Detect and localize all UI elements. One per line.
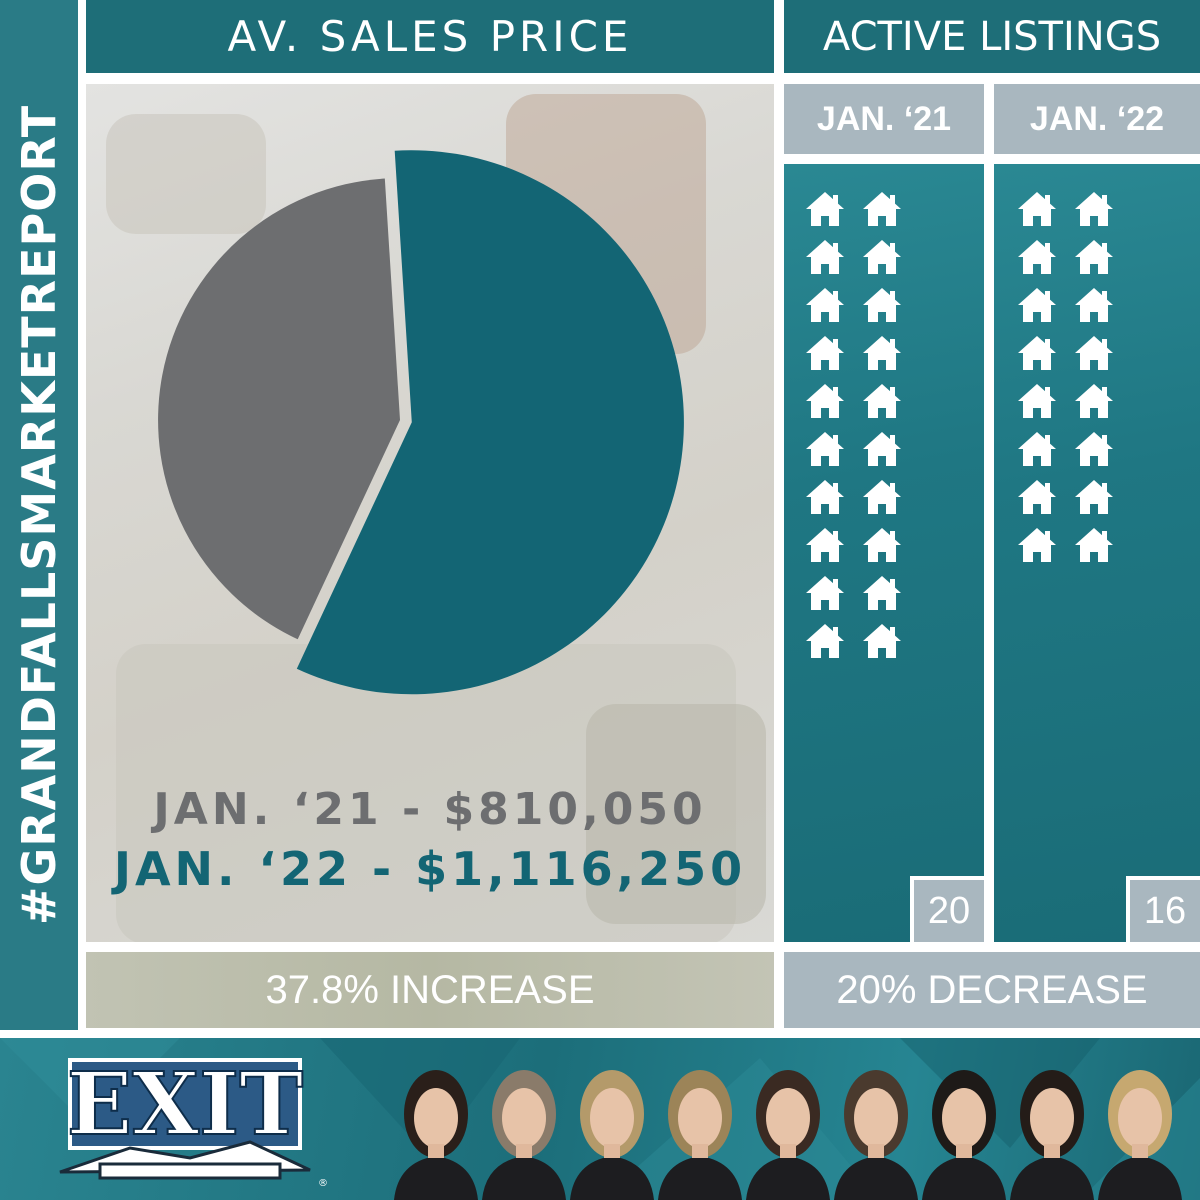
listings-change-bar: 20% DECREASE	[784, 952, 1200, 1028]
house-icon	[804, 622, 846, 664]
count-jan-21: 20	[910, 876, 984, 942]
background-blur	[586, 704, 766, 924]
house-icon	[861, 334, 903, 376]
agent-photo	[388, 1050, 484, 1200]
house-icon	[804, 286, 846, 328]
house-icon	[861, 622, 903, 664]
house-icon	[804, 526, 846, 568]
house-icon	[1073, 478, 1115, 520]
sales-change-bar: 37.8% INCREASE	[86, 952, 774, 1028]
pie-slice-jan-22	[296, 150, 684, 695]
house-icon	[1016, 526, 1058, 568]
agent-photo	[476, 1050, 572, 1200]
house-icon	[861, 526, 903, 568]
house-icon	[861, 286, 903, 328]
house-icon	[804, 334, 846, 376]
house-icon	[1073, 430, 1115, 472]
agent-photo	[1092, 1050, 1188, 1200]
house-icon	[861, 190, 903, 232]
exit-logo: EXIT ®	[59, 1053, 328, 1189]
house-icon	[1016, 286, 1058, 328]
house-icon	[804, 382, 846, 424]
price-jan-22: JAN. ‘22 - $1,116,250	[113, 842, 747, 896]
house-icon	[1016, 430, 1058, 472]
house-icon	[861, 238, 903, 280]
house-icon	[804, 430, 846, 472]
sales-price-title: AV. SALES PRICE	[86, 0, 774, 73]
house-icon	[1073, 382, 1115, 424]
sales-change-text: 37.8% INCREASE	[265, 967, 595, 1012]
tab-jan-22: JAN. ‘22	[994, 84, 1200, 154]
agent-photo	[1004, 1050, 1100, 1200]
house-icon	[1016, 238, 1058, 280]
active-listings-title: ACTIVE LISTINGS	[784, 0, 1200, 73]
side-label-bar: #GRANDFALLSMARKETREPORT	[0, 0, 78, 1030]
tab-jan-21: JAN. ‘21	[784, 84, 984, 154]
house-icon	[1073, 190, 1115, 232]
agent-photo-row	[388, 1038, 1198, 1200]
house-icon	[1073, 334, 1115, 376]
house-icon	[804, 574, 846, 616]
count-jan-22: 16	[1126, 876, 1200, 942]
house-icon	[1016, 382, 1058, 424]
house-icon	[1073, 238, 1115, 280]
agent-photo	[828, 1050, 924, 1200]
house-icon	[1016, 190, 1058, 232]
pie-slice-jan-21	[158, 178, 400, 640]
house-icon	[861, 382, 903, 424]
exit-logo-text: EXIT	[67, 1054, 304, 1155]
house-icon	[1016, 334, 1058, 376]
branding-band: EXIT ®	[0, 1038, 1200, 1200]
house-icon	[861, 478, 903, 520]
listings-change-text: 20% DECREASE	[836, 967, 1148, 1012]
svg-text:®: ®	[318, 1178, 328, 1189]
house-icon	[804, 238, 846, 280]
agent-photo	[740, 1050, 836, 1200]
house-icon	[804, 478, 846, 520]
agent-photo	[916, 1050, 1012, 1200]
background-blur	[106, 114, 266, 234]
house-icon	[1073, 526, 1115, 568]
listings-column-jan-22: 16	[994, 164, 1200, 942]
price-jan-21: JAN. ‘21 - $810,050	[153, 784, 707, 835]
house-icon	[861, 574, 903, 616]
listings-column-jan-21: 20	[784, 164, 984, 942]
house-icon	[861, 430, 903, 472]
house-icon	[1016, 478, 1058, 520]
house-icon	[804, 190, 846, 232]
agent-photo	[564, 1050, 660, 1200]
house-icon	[1073, 286, 1115, 328]
agent-photo	[652, 1050, 748, 1200]
